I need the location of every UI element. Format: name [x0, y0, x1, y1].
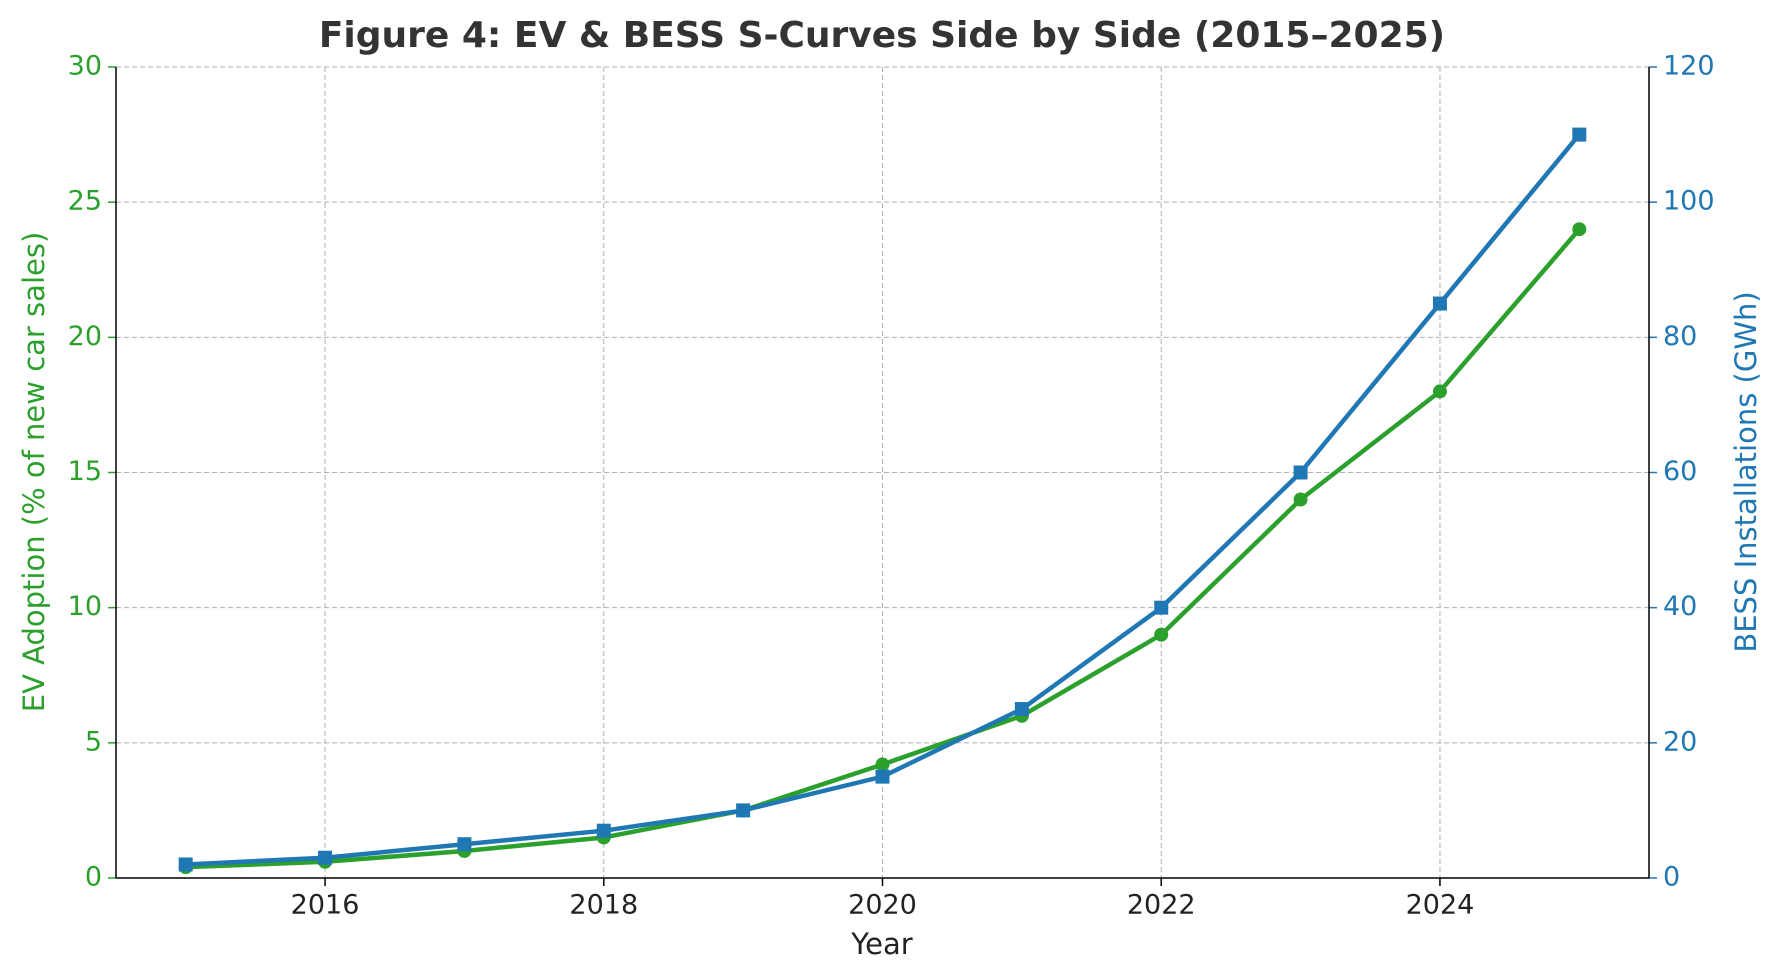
y-tick-label: 15	[68, 456, 102, 487]
y2-tick-label: 60	[1663, 456, 1697, 487]
x-tick-label: 2022	[1127, 890, 1196, 921]
x-tick-label: 2016	[291, 890, 360, 921]
chart-title: Figure 4: EV & BESS S-Curves Side by Sid…	[319, 15, 1445, 56]
y2-axis-label: BESS Installations (GWh)	[1729, 291, 1763, 652]
marker	[1014, 702, 1029, 717]
x-tick-label: 2018	[569, 890, 638, 921]
marker	[596, 823, 611, 838]
marker	[1572, 127, 1587, 142]
marker	[318, 850, 333, 865]
marker	[1154, 600, 1169, 615]
y-tick-label: 20	[68, 321, 102, 352]
y2-tick-label: 0	[1663, 862, 1680, 893]
marker	[178, 857, 193, 872]
x-axis-label: Year	[850, 927, 912, 961]
marker	[875, 757, 890, 772]
y2-tick-label: 40	[1663, 591, 1697, 622]
marker	[1572, 222, 1587, 237]
marker	[457, 837, 472, 852]
y2-tick-label: 100	[1663, 186, 1715, 217]
x-tick-label: 2020	[848, 890, 917, 921]
y2-tick-label: 80	[1663, 321, 1697, 352]
y-axis-label: EV Adoption (% of new car sales)	[17, 232, 51, 713]
marker	[736, 803, 751, 818]
marker	[875, 769, 890, 784]
marker	[1293, 492, 1308, 507]
x-tick-label: 2024	[1406, 890, 1475, 921]
y-tick-label: 30	[68, 51, 102, 82]
marker	[1293, 465, 1308, 480]
marker	[1432, 384, 1447, 399]
y-tick-label: 10	[68, 591, 102, 622]
y2-tick-label: 20	[1663, 726, 1697, 757]
marker	[1154, 627, 1169, 642]
y-tick-label: 25	[68, 186, 102, 217]
y-tick-label: 5	[85, 726, 102, 757]
y-tick-label: 0	[85, 862, 102, 893]
y2-tick-label: 120	[1663, 51, 1715, 82]
marker	[1432, 296, 1447, 311]
